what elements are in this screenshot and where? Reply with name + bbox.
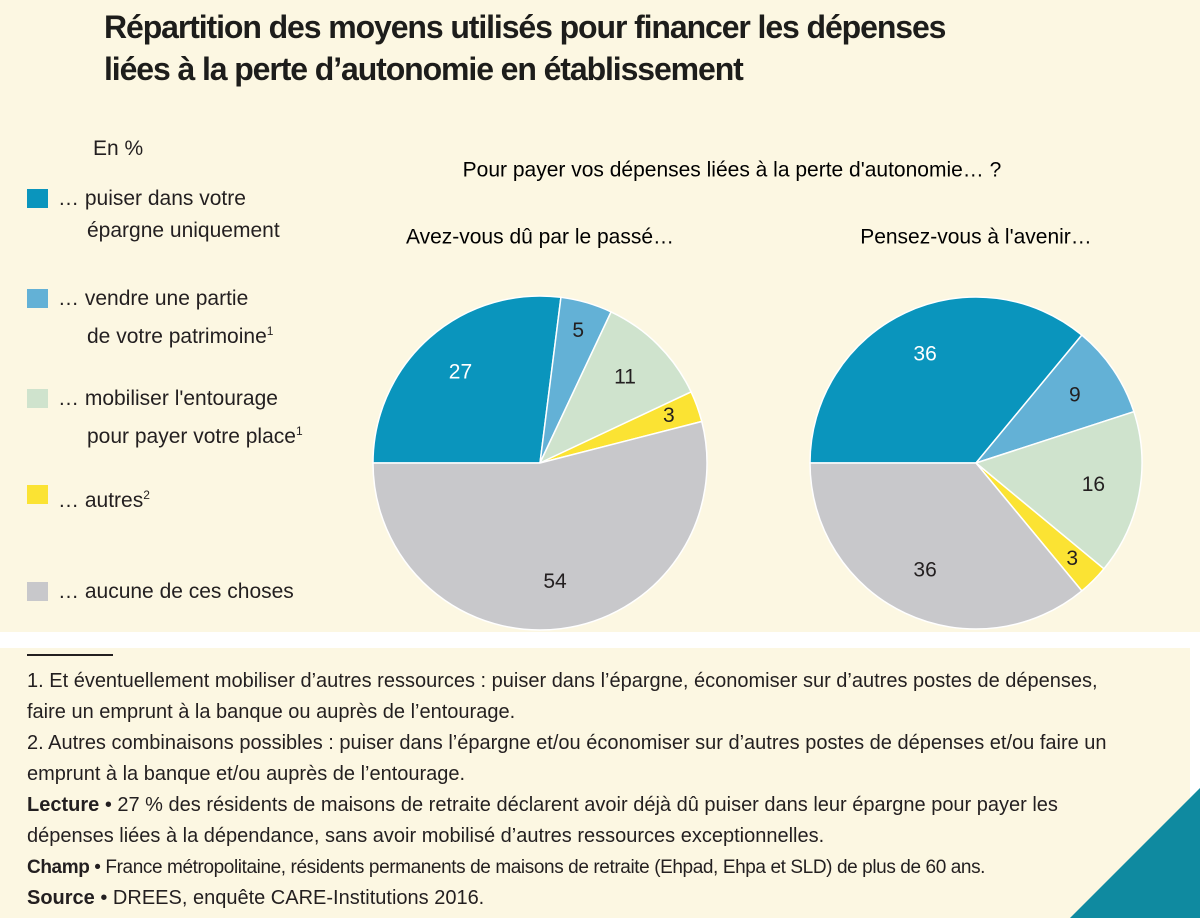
data-label: 3 bbox=[1066, 547, 1078, 570]
pie-subtitle: Pensez-vous à l'avenir… bbox=[860, 226, 1092, 249]
source: Source • DREES, enquête CARE-Institution… bbox=[27, 883, 1117, 914]
note-label: Lecture bbox=[27, 794, 100, 816]
pie-subtitle: Avez-vous dû par le passé… bbox=[406, 226, 674, 249]
legend-item: … puiser dans votre épargne uniquement bbox=[27, 183, 280, 247]
pie-slice bbox=[372, 295, 562, 464]
legend-item: … vendre une partie de votre patrimoine1 bbox=[27, 283, 273, 353]
pie-slice bbox=[974, 410, 1143, 570]
legend-label: épargne uniquement bbox=[27, 215, 280, 247]
legend-item: … aucune de ces choses bbox=[27, 576, 294, 608]
legend-text: épargne uniquement bbox=[87, 219, 280, 242]
legend-text: … vendre une partie bbox=[58, 287, 249, 310]
data-label: 27 bbox=[449, 360, 472, 383]
title-line: liées à la perte d’autonomie en établiss… bbox=[104, 51, 744, 87]
chart-title: Répartition des moyens utilisés pour fin… bbox=[104, 6, 946, 90]
legend-text: pour payer votre place bbox=[87, 425, 296, 448]
legend-text: de votre patrimoine bbox=[87, 325, 267, 348]
note-ref: 1 bbox=[295, 424, 303, 438]
chart: Pour payer vos dépenses liées à la perte… bbox=[372, 159, 1143, 631]
legend-label: … mobiliser l'entourage bbox=[27, 383, 303, 415]
legend-text: … autres bbox=[58, 489, 144, 512]
legend-item: … autres2 bbox=[27, 479, 150, 517]
note-text: • 27 % des résidents de maisons de retra… bbox=[27, 794, 1058, 847]
legend-label: … vendre une partie bbox=[27, 283, 273, 315]
data-label: 11 bbox=[614, 366, 636, 389]
legend-text: … aucune de ces choses bbox=[58, 580, 294, 603]
legend-label: … autres2 bbox=[27, 479, 150, 517]
pie-slice bbox=[372, 420, 708, 631]
data-label: 36 bbox=[913, 342, 936, 365]
legend-item: … mobiliser l'entourage pour payer votre … bbox=[27, 383, 303, 453]
data-label: 54 bbox=[543, 570, 567, 593]
data-label: 36 bbox=[913, 559, 936, 582]
data-label: 16 bbox=[1082, 473, 1105, 496]
note-label: Source bbox=[27, 887, 95, 909]
question: Pour payer vos dépenses liées à la perte… bbox=[463, 159, 1002, 182]
legend-swatch bbox=[27, 582, 48, 601]
footnote: 2. Autres combinaisons possibles : puise… bbox=[27, 732, 1107, 785]
legend-swatch bbox=[27, 189, 48, 208]
corner-decoration bbox=[1070, 788, 1200, 918]
pie-slice bbox=[809, 296, 1083, 464]
data-label: 9 bbox=[1069, 383, 1081, 406]
legend-swatch bbox=[27, 389, 48, 408]
pie-slice bbox=[973, 334, 1135, 465]
note-text: • DREES, enquête CARE-Institutions 2016. bbox=[100, 887, 485, 909]
lecture: Lecture • 27 % des résidents de maisons … bbox=[27, 790, 1117, 852]
pie-slice bbox=[809, 462, 1083, 630]
legend-label: de votre patrimoine1 bbox=[27, 315, 273, 353]
legend-swatch bbox=[27, 289, 48, 308]
notes-background bbox=[0, 648, 1190, 918]
separator bbox=[27, 654, 113, 656]
legend-swatch bbox=[27, 485, 48, 504]
legend-label: … aucune de ces choses bbox=[27, 576, 294, 608]
legend-label: … puiser dans votre bbox=[27, 183, 280, 215]
legend-label: pour payer votre place1 bbox=[27, 415, 303, 453]
unit-label: En % bbox=[93, 137, 144, 160]
note-label: Champ bbox=[27, 857, 90, 878]
footnote: 1. Et éventuellement mobiliser d’autres … bbox=[27, 670, 1098, 723]
note-ref: 1 bbox=[266, 324, 274, 338]
pie-slice bbox=[538, 310, 693, 465]
legend-text: … puiser dans votre bbox=[58, 187, 246, 210]
note-ref: 2 bbox=[143, 488, 150, 502]
footnotes: 1. Et éventuellement mobiliser d’autres … bbox=[27, 666, 1117, 914]
data-label: 3 bbox=[663, 404, 675, 427]
legend-text: … mobiliser l'entourage bbox=[58, 387, 278, 410]
data-label: 5 bbox=[572, 319, 584, 342]
note-text: • France métropolitaine, résidents perma… bbox=[94, 857, 986, 878]
title-line: Répartition des moyens utilisés pour fin… bbox=[104, 9, 946, 45]
champ: Champ • France métropolitaine, résidents… bbox=[27, 852, 1117, 883]
